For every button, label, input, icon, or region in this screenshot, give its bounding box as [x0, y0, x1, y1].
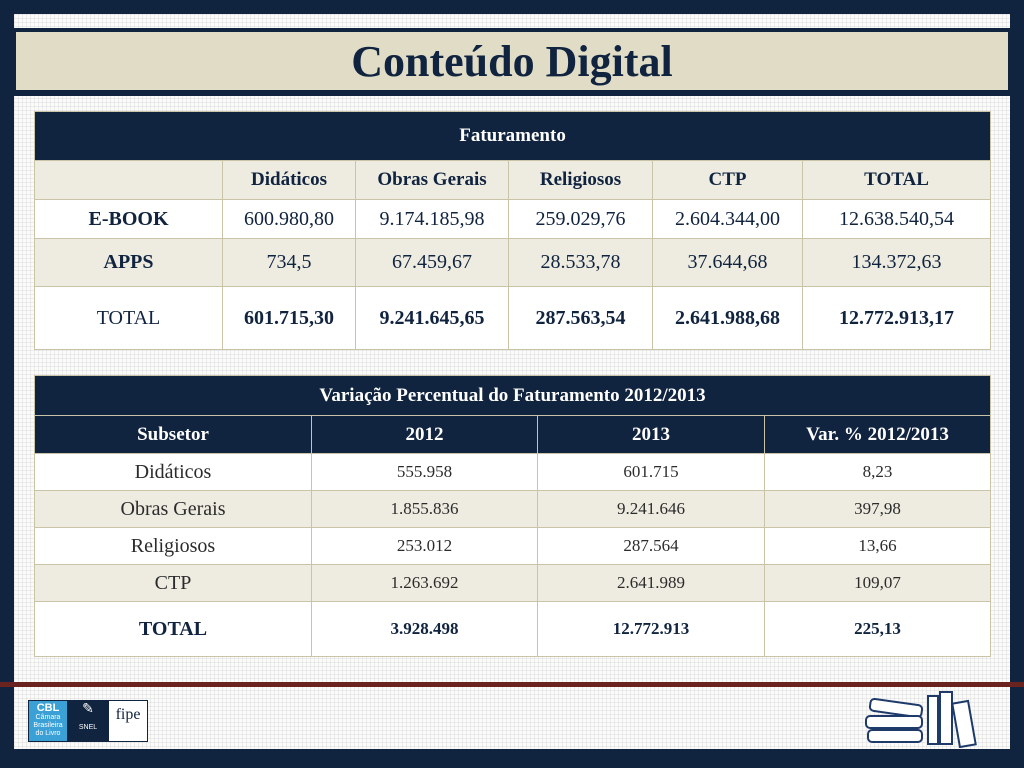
table-row: APPS 734,5 67.459,67 28.533,78 37.644,68…: [34, 238, 992, 287]
cell: 2.604.344,00: [652, 199, 803, 239]
column-header: 2012: [311, 415, 538, 454]
cell: 1.855.836: [311, 490, 538, 528]
cell: 2.641.989: [537, 564, 765, 602]
partner-logos: CBL Câmara Brasileira do Livro ✎ SNEL fipe: [28, 700, 148, 742]
cell: 134.372,63: [801, 238, 992, 287]
column-header: Didáticos: [222, 160, 356, 200]
column-header: Religiosos: [508, 160, 653, 200]
cell: 9.174.185,98: [355, 199, 509, 239]
column-header: CTP: [652, 160, 803, 200]
cell: 9.241.646: [537, 490, 765, 528]
table-row-total: TOTAL 3.928.498 12.772.913 225,13: [34, 601, 992, 657]
books-icon: [865, 691, 977, 748]
table-row: CTP 1.263.692 2.641.989 109,07: [34, 564, 992, 602]
cell: 259.029,76: [508, 199, 653, 239]
snel-logo: ✎ SNEL: [78, 700, 98, 731]
cell: 3.928.498: [311, 601, 538, 657]
cell: 109,07: [763, 564, 992, 602]
row-label: Didáticos: [34, 453, 312, 491]
row-label: Obras Gerais: [34, 490, 312, 528]
row-label: TOTAL: [34, 286, 223, 350]
column-header: 2013: [537, 415, 765, 454]
column-header: Subsetor: [34, 415, 312, 454]
column-header: [34, 160, 223, 200]
cell: 1.263.692: [311, 564, 538, 602]
table-row: Didáticos 555.958 601.715 8,23: [34, 453, 992, 491]
table-row: Religiosos 253.012 287.564 13,66: [34, 527, 992, 565]
cbl-logo: CBL Câmara Brasileira do Livro: [29, 701, 67, 741]
column-header: Var. % 2012/2013: [763, 415, 992, 454]
cell: 601.715,30: [222, 286, 356, 350]
cell: 225,13: [763, 601, 992, 657]
cell: 13,66: [763, 527, 992, 565]
cell: 287.563,54: [508, 286, 653, 350]
row-label: APPS: [34, 238, 223, 287]
cell: 2.641.988,68: [652, 286, 803, 350]
divider-line: [0, 682, 1024, 687]
row-label: E-BOOK: [34, 199, 223, 239]
cell: 37.644,68: [652, 238, 803, 287]
title-band: Conteúdo Digital: [16, 32, 1008, 90]
cell: 555.958: [311, 453, 538, 491]
cell: 734,5: [222, 238, 356, 287]
cell: 600.980,80: [222, 199, 356, 239]
table-row: Obras Gerais 1.855.836 9.241.646 397,98: [34, 490, 992, 528]
row-label: CTP: [34, 564, 312, 602]
cell: 12.772.913: [537, 601, 765, 657]
cell: 253.012: [311, 527, 538, 565]
table-row-total: TOTAL 601.715,30 9.241.645,65 287.563,54…: [34, 286, 992, 350]
row-label: TOTAL: [34, 601, 312, 657]
revenue-table: Faturamento Didáticos Obras Gerais Relig…: [33, 111, 992, 350]
cell: 601.715: [537, 453, 765, 491]
cell: 9.241.645,65: [355, 286, 509, 350]
variation-table: Variação Percentual do Faturamento 2012/…: [33, 375, 992, 657]
table-caption: Variação Percentual do Faturamento 2012/…: [33, 375, 992, 416]
column-header: Obras Gerais: [355, 160, 509, 200]
cell: 12.772.913,17: [801, 286, 992, 350]
cell: 287.564: [537, 527, 765, 565]
slide-title: Conteúdo Digital: [351, 37, 673, 86]
column-header: TOTAL: [801, 160, 992, 200]
cell: 8,23: [763, 453, 992, 491]
table-row: E-BOOK 600.980,80 9.174.185,98 259.029,7…: [34, 199, 992, 239]
table-caption: Faturamento: [33, 111, 992, 161]
cell: 397,98: [763, 490, 992, 528]
row-label: Religiosos: [34, 527, 312, 565]
fipe-logo: fipe: [109, 701, 147, 741]
cell: 28.533,78: [508, 238, 653, 287]
cell: 12.638.540,54: [801, 199, 992, 239]
cell: 67.459,67: [355, 238, 509, 287]
